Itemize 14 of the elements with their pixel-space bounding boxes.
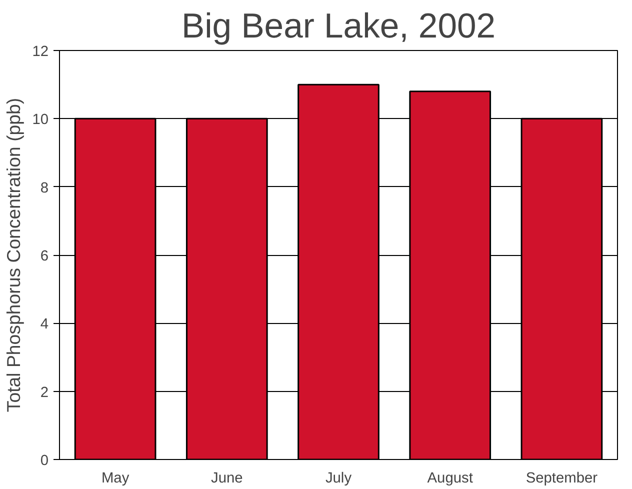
- y-tick-label: 12: [32, 44, 49, 60]
- x-tick-label: July: [325, 470, 352, 486]
- y-axis-title: Total Phosphorus Concentration (ppb): [3, 98, 24, 412]
- x-tick-label: June: [211, 470, 243, 486]
- y-tick-label: 2: [40, 384, 49, 401]
- y-tick-label: 0: [40, 453, 49, 469]
- x-tick-label: August: [427, 470, 473, 486]
- x-tick-label: September: [526, 470, 598, 486]
- y-tick-label: 6: [40, 248, 49, 264]
- x-tick-label: May: [101, 470, 130, 486]
- y-tick-label: 4: [40, 316, 49, 333]
- y-tick-label: 8: [40, 180, 49, 196]
- chart-title: Big Bear Lake, 2002: [181, 8, 496, 46]
- y-tick-label: 10: [32, 112, 49, 128]
